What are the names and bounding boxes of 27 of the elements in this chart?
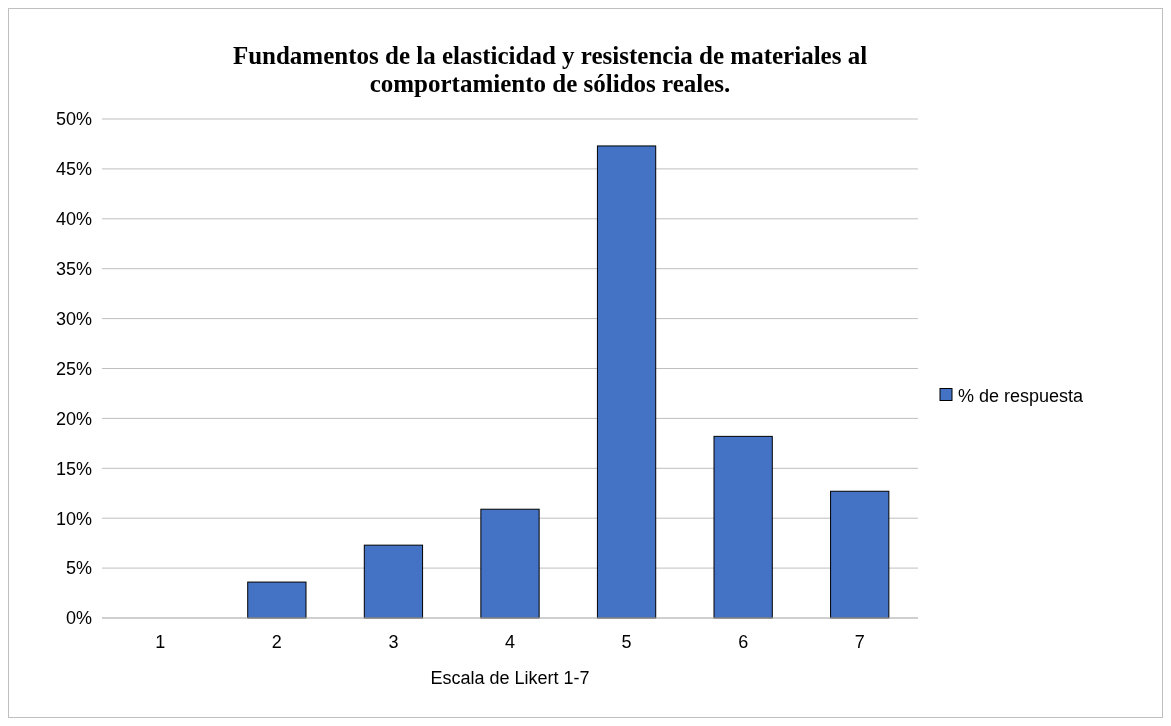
y-tick-label: 5% — [65, 558, 92, 579]
y-tick-label: 0% — [65, 608, 92, 629]
bar — [713, 435, 773, 619]
x-tick-label: 3 — [388, 632, 399, 652]
y-tick-label: 45% — [55, 159, 92, 180]
bar — [596, 145, 657, 619]
y-tick-label: 50% — [55, 109, 92, 130]
x-tick-label: 5 — [621, 632, 632, 652]
x-tick-label: 4 — [504, 632, 516, 652]
bar — [363, 544, 424, 619]
y-tick-label: 15% — [55, 458, 92, 479]
bar — [480, 508, 540, 619]
x-tick-label: 6 — [738, 632, 749, 652]
x-axis-title: Escala de Likert 1-7 — [430, 668, 590, 688]
chart-title: Fundamentos de la elasticidad y resistencia de materiales al comportamiento de sólidos reales. — [232, 42, 868, 97]
x-tick-label: 7 — [854, 632, 865, 652]
y-tick-label: 40% — [55, 209, 92, 230]
x-tick-label: 1 — [155, 632, 166, 652]
y-tick-label: 20% — [55, 408, 92, 429]
bar — [247, 581, 307, 619]
y-tick-label: 35% — [55, 259, 92, 279]
legend-label: % de respuesta — [958, 385, 1085, 406]
y-tick-label: 25% — [55, 358, 92, 379]
x-tick-label: 2 — [271, 632, 282, 652]
bar — [830, 490, 890, 619]
y-tick-label: 10% — [55, 508, 92, 529]
y-tick-label: 30% — [55, 308, 92, 329]
